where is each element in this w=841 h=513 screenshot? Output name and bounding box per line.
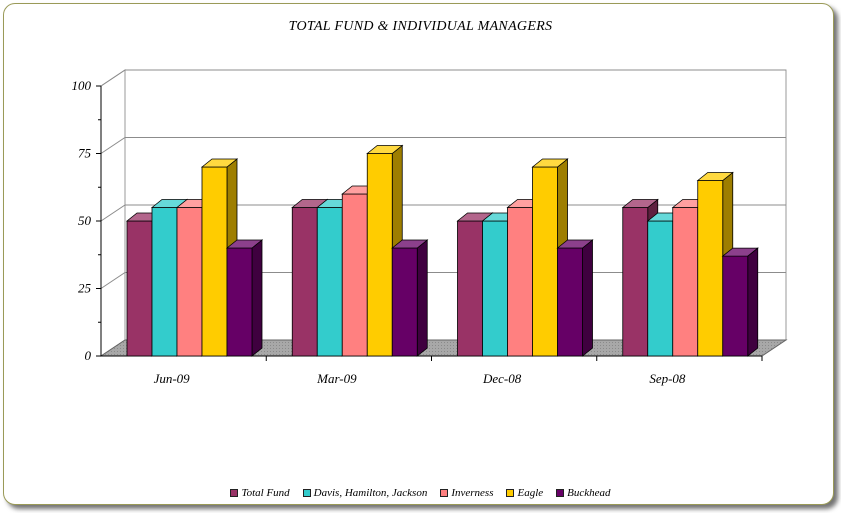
y-tick-label: 100 — [72, 78, 92, 93]
bar-side — [251, 239, 263, 357]
legend-item: Davis, Hamilton, Jackson — [302, 487, 428, 499]
bar-front — [482, 220, 508, 357]
axis-labels: 0 25 50 75 100 Jun-09 Mar-09 Dec-08 Sep-08 — [72, 78, 686, 386]
bar-top — [621, 199, 659, 208]
bars — [125, 144, 759, 357]
bar-top — [556, 239, 594, 249]
x-tick-label: Dec-08 — [482, 371, 522, 386]
legend-item: Inverness — [440, 487, 493, 499]
bar-front — [457, 220, 483, 357]
bar-front — [126, 220, 153, 357]
bar-front — [151, 207, 178, 357]
bar-side — [416, 239, 428, 357]
legend: Total Fund Davis, Hamilton, Jackson Invern… — [0, 487, 841, 499]
legend-item: Eagle — [506, 487, 543, 499]
legend-swatch — [556, 489, 565, 497]
bar-side — [747, 247, 759, 357]
bar-top — [696, 172, 734, 181]
legend-label: Eagle — [517, 487, 544, 499]
legend-label: Inverness — [451, 487, 494, 499]
bar-side — [582, 239, 593, 357]
bar-front — [697, 180, 724, 357]
bar-front — [532, 166, 558, 357]
chart-title: TOTAL FUND & INDIVIDUAL MANAGERS — [288, 19, 553, 34]
y-tick-label: 25 — [78, 281, 92, 296]
legend-label: Davis, Hamilton, Jackson — [313, 487, 428, 499]
legend-label: Buckhead — [567, 487, 611, 499]
bar-top — [366, 145, 404, 154]
y-tick-label: 0 — [85, 348, 92, 363]
bar — [621, 198, 659, 357]
gridline — [100, 137, 786, 154]
bar — [225, 239, 264, 357]
bar-top — [531, 158, 569, 168]
bar-front — [316, 207, 343, 357]
bar-front — [291, 207, 318, 357]
legend-swatch — [506, 489, 515, 497]
bar-front — [366, 153, 393, 357]
bar-front — [672, 207, 699, 357]
bar-front — [341, 193, 368, 357]
bar-front — [622, 207, 649, 357]
x-tick-label: Sep-08 — [649, 371, 686, 386]
legend-swatch — [440, 489, 449, 497]
bar-top — [391, 239, 429, 249]
x-tick-label: Jun-09 — [154, 371, 191, 386]
bar-front — [557, 247, 583, 357]
bar-front — [391, 247, 418, 357]
gridline — [100, 69, 786, 87]
bar — [556, 239, 594, 357]
bar-front — [722, 255, 749, 357]
legend-swatch — [230, 489, 239, 497]
legend-item: Buckhead — [556, 487, 611, 499]
bar-front — [226, 247, 253, 357]
legend-swatch — [302, 489, 311, 497]
bar-top — [225, 239, 264, 249]
legend-item: Total Fund — [230, 487, 290, 499]
y-tick-label: 50 — [78, 213, 92, 228]
legend-label: Total Fund — [241, 487, 290, 499]
bar — [721, 247, 759, 357]
x-tick-label: Mar-09 — [316, 371, 357, 386]
bar-front — [647, 220, 674, 357]
bar-front — [176, 207, 203, 357]
bar-top — [721, 247, 759, 257]
bar-front — [507, 207, 533, 357]
bar — [391, 239, 429, 357]
bar-top — [200, 158, 239, 168]
bar-front — [201, 166, 228, 357]
y-tick-label: 75 — [78, 146, 92, 161]
